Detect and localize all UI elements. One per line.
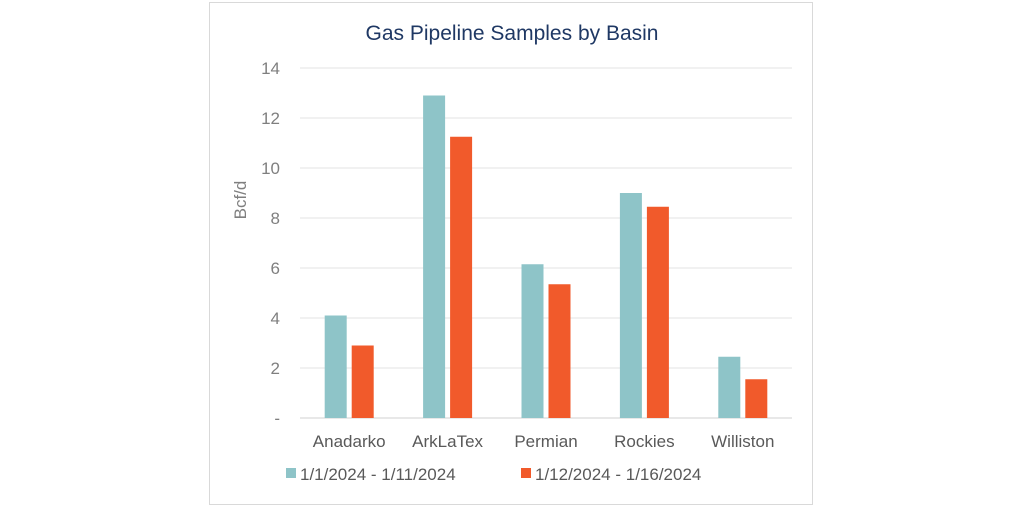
chart-title: Gas Pipeline Samples by Basin: [366, 22, 659, 45]
y-tick-label: 12: [261, 109, 280, 128]
y-tick-label: 2: [271, 359, 280, 378]
y-tick-label: 10: [261, 159, 280, 178]
x-tick-label: Rockies: [614, 432, 674, 451]
bar: [745, 379, 768, 418]
legend-label: 1/12/2024 - 1/16/2024: [535, 465, 701, 484]
bar: [646, 206, 669, 418]
x-tick-label: Anadarko: [313, 432, 386, 451]
bar: [718, 356, 741, 418]
legend-swatch: [521, 468, 531, 478]
y-tick-label: 6: [271, 259, 280, 278]
y-axis-title: Bcf/d: [231, 181, 250, 220]
y-tick-label: 4: [271, 309, 280, 328]
x-axis-ticks: Anadarko ArkLaTex Permian Rockies Williston: [313, 432, 775, 451]
y-tick-label: -: [274, 409, 280, 428]
y-tick-label: 14: [261, 59, 280, 78]
gridlines: [300, 67, 792, 419]
bar: [548, 284, 571, 418]
bar: [351, 345, 374, 418]
bar: [619, 193, 642, 418]
legend-swatch: [286, 468, 296, 478]
x-tick-label: ArkLaTex: [412, 432, 483, 451]
bar: [521, 264, 544, 418]
bars: [324, 95, 768, 418]
y-axis-ticks: - 2 4 6 8 10 12 14: [261, 59, 280, 428]
legend: 1/1/2024 - 1/11/2024 1/12/2024 - 1/16/202…: [286, 465, 701, 484]
x-tick-label: Permian: [514, 432, 577, 451]
legend-label: 1/1/2024 - 1/11/2024: [300, 465, 456, 484]
x-tick-label: Williston: [711, 432, 774, 451]
bar: [423, 95, 446, 418]
bar: [450, 136, 473, 418]
y-tick-label: 8: [271, 209, 280, 228]
bar: [324, 315, 347, 418]
chart-frame: [209, 2, 813, 505]
